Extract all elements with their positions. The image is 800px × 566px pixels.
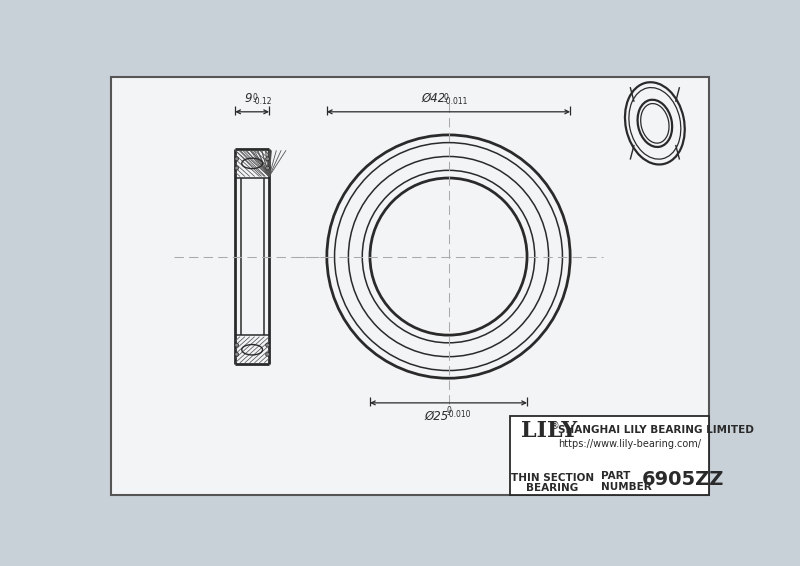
Text: BEARING: BEARING: [526, 483, 578, 494]
Text: Ø42: Ø42: [422, 92, 446, 105]
Text: Ø25: Ø25: [424, 410, 448, 423]
Text: -0.010: -0.010: [446, 410, 470, 419]
Circle shape: [266, 353, 270, 356]
Text: -0.12: -0.12: [253, 97, 273, 106]
Text: -0.011: -0.011: [444, 97, 468, 106]
Circle shape: [235, 166, 238, 170]
Bar: [510, 416, 709, 495]
Circle shape: [235, 157, 238, 161]
Text: NUMBER: NUMBER: [601, 482, 652, 492]
Text: PART: PART: [601, 471, 630, 482]
Text: SHANGHAI LILY BEARING LIMITED: SHANGHAI LILY BEARING LIMITED: [558, 425, 754, 435]
Text: 0: 0: [444, 93, 449, 102]
Text: 6905ZZ: 6905ZZ: [642, 470, 725, 488]
Text: ®: ®: [550, 421, 559, 431]
Text: https://www.lily-bearing.com/: https://www.lily-bearing.com/: [558, 439, 701, 449]
Text: 0: 0: [446, 406, 451, 415]
Circle shape: [235, 343, 238, 347]
Text: 9: 9: [245, 92, 252, 105]
Circle shape: [235, 353, 238, 356]
Circle shape: [266, 157, 270, 161]
Circle shape: [266, 166, 270, 170]
Circle shape: [266, 343, 270, 347]
Text: 0: 0: [253, 93, 258, 102]
Text: THIN SECTION: THIN SECTION: [511, 473, 594, 483]
Text: LILY: LILY: [521, 419, 577, 441]
